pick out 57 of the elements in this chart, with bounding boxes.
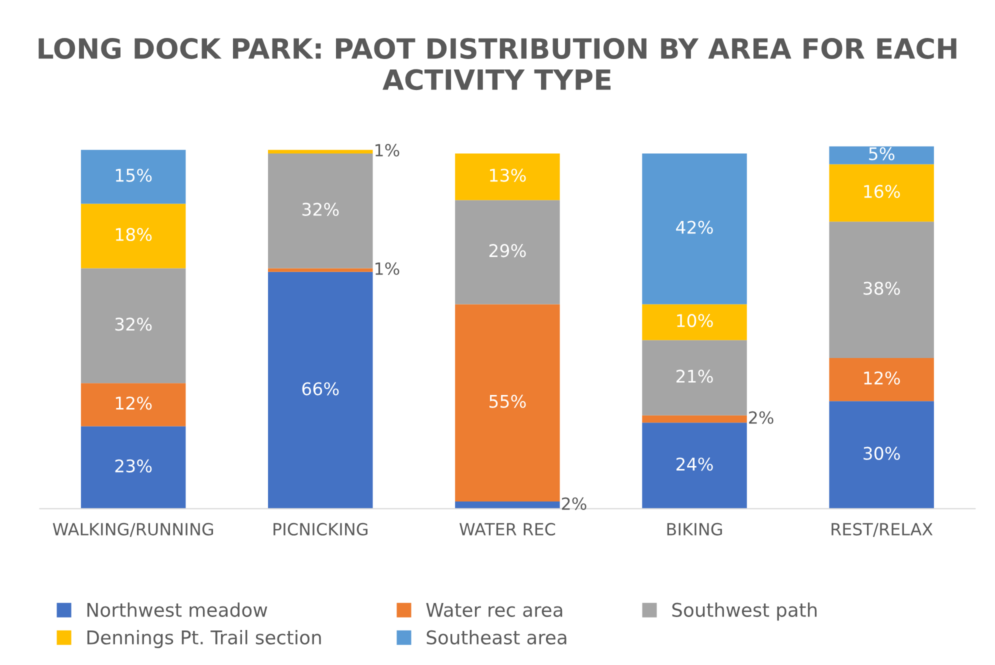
bar [829,146,934,164]
data-label: 1% [376,262,400,275]
legend-label: Southeast area [426,630,566,644]
data-label: 1% [376,144,400,157]
data-label: 21% [676,370,713,383]
bar [268,150,373,154]
data-label: 18% [116,228,152,242]
bar [455,502,560,509]
bar [829,401,934,509]
data-label: 38% [864,282,900,295]
bar [829,358,934,402]
data-label: 66% [302,382,339,396]
data-label: 42% [676,220,713,234]
legend-label: Northwest meadow [87,602,268,617]
bar [642,340,747,416]
bar [455,200,560,304]
bar [829,222,934,358]
bar [80,150,186,204]
data-label: 16% [864,184,900,198]
data-label: 29% [489,244,526,258]
data-label: 15% [116,168,152,182]
bar [829,164,934,222]
data-label: 5% [869,147,894,160]
bar [642,304,747,340]
chart-title: LONG DOCK PARK: PAOT DISTRIBUTION BY AREA FOR EACH ACTIVITY TYPE [38,38,956,90]
bar [80,426,186,509]
bar [642,415,747,423]
data-label: 13% [490,168,526,182]
bar [455,304,560,502]
bar [455,153,560,200]
x-tick-label: PICNICKING [274,522,368,536]
data-label: 2% [562,497,586,510]
data-label: 12% [864,371,900,385]
legend-label: Dennings Pt. Trail section [87,630,321,648]
legend-label: Water rec area [426,603,562,617]
bar [268,153,373,268]
data-label: 55% [489,394,526,408]
data-label: 2% [749,411,774,424]
data-label: 32% [115,318,152,331]
bar [80,268,186,384]
legend-label: Southwest path [672,602,817,621]
data-label: 30% [864,446,900,460]
data-label: 12% [116,396,152,410]
bar [80,383,186,426]
x-tick-label: WALKING/RUNNING [52,522,214,537]
x-tick-label: WATER REC [460,522,556,536]
bar [642,422,747,509]
data-label: 10% [677,314,713,328]
data-label: 24% [676,458,713,471]
data-label: 23% [115,459,152,472]
bar [80,204,186,268]
bar [268,268,373,272]
x-tick-label: REST/RELAX [832,522,933,537]
data-label: 32% [302,202,339,216]
bar [642,153,747,304]
x-tick-label: BIKING [667,522,722,536]
bar [268,272,373,509]
